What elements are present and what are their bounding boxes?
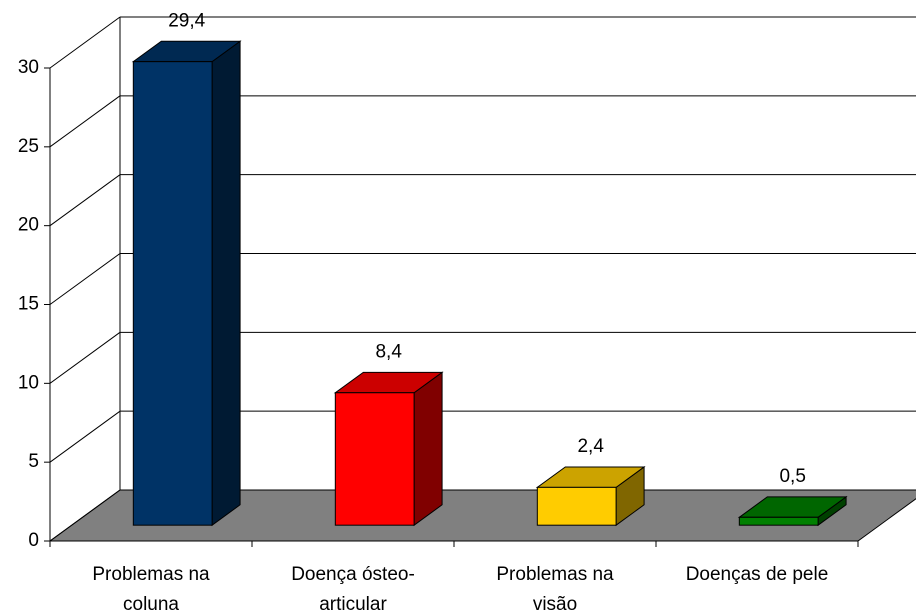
value-label: 2,4 [577,436,604,457]
x-tick-label-line: Doença ósteo- [291,564,415,585]
side-grid-line [49,174,121,227]
x-tick-label: Problemas na visão [496,564,614,613]
y-tick-label: 10 [18,372,39,393]
side-grid-line [49,16,121,69]
side-grid-line [49,410,121,463]
x-tick-label-line: articular [319,594,387,613]
value-label: 8,4 [375,341,402,362]
x-tick-label-line: coluna [123,594,179,613]
bar [132,61,213,526]
y-tick-label: 15 [18,294,39,315]
x-tick-label-line: Doenças de pele [686,564,829,585]
x-tick-label: Doença ósteo-articular [291,564,415,613]
bar [738,516,819,526]
y-tick-label: 30 [18,57,39,78]
y-tick-label: 20 [18,215,39,236]
side-grid-line [49,253,121,305]
x-tick-label-line: Problemas na [92,564,210,585]
side-grid-line [49,95,121,148]
y-tick-label: 25 [18,136,39,157]
bar-side [413,371,443,527]
value-label: 29,4 [168,10,205,31]
side-grid-line [49,331,121,384]
x-tick-label: Doenças de pele [686,564,829,585]
y-tick-label: 5 [28,451,39,472]
bar [334,392,415,526]
value-label: 0,5 [779,466,805,487]
x-tick-label-line: Problemas na [496,564,614,585]
bar-side [211,40,241,527]
y-tick-label: 0 [28,530,39,551]
side-grid-line [49,489,121,542]
bar [536,486,617,526]
x-tick-label: Problemas na coluna [92,564,210,613]
x-tick-label-line: visão [533,594,577,613]
